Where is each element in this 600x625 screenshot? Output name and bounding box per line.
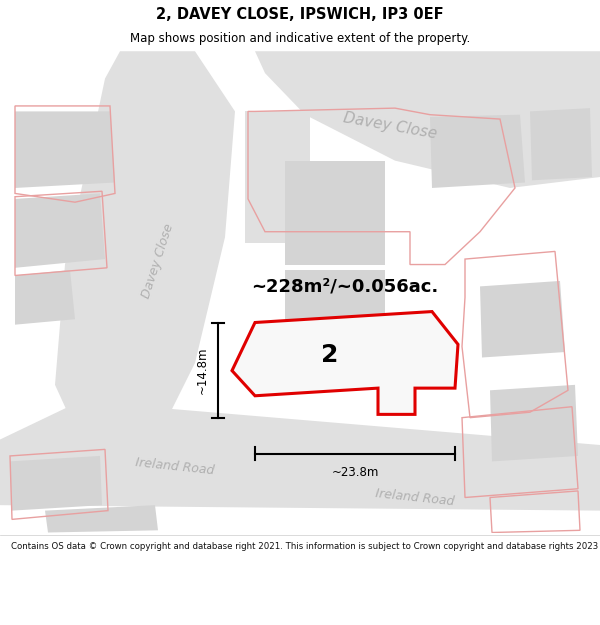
Text: 2: 2 (322, 343, 338, 367)
Polygon shape (0, 401, 600, 511)
Text: Map shows position and indicative extent of the property.: Map shows position and indicative extent… (130, 32, 470, 45)
Polygon shape (15, 270, 75, 325)
Text: Ireland Road: Ireland Road (375, 487, 455, 508)
Polygon shape (480, 281, 565, 357)
Polygon shape (45, 505, 158, 532)
Text: ~23.8m: ~23.8m (331, 466, 379, 479)
Text: Davey Close: Davey Close (342, 110, 438, 141)
Text: ~14.8m: ~14.8m (196, 346, 209, 394)
Polygon shape (55, 51, 235, 439)
Text: Contains OS data © Crown copyright and database right 2021. This information is : Contains OS data © Crown copyright and d… (11, 542, 600, 551)
Polygon shape (430, 115, 525, 188)
Polygon shape (10, 456, 102, 511)
Polygon shape (285, 270, 385, 341)
Polygon shape (255, 51, 600, 188)
Polygon shape (245, 111, 310, 242)
Text: 2, DAVEY CLOSE, IPSWICH, IP3 0EF: 2, DAVEY CLOSE, IPSWICH, IP3 0EF (156, 7, 444, 22)
Text: Ireland Road: Ireland Road (135, 456, 215, 478)
Polygon shape (530, 108, 592, 180)
Polygon shape (285, 161, 385, 264)
Polygon shape (490, 385, 578, 461)
Text: ~228m²/~0.056ac.: ~228m²/~0.056ac. (251, 278, 439, 296)
Polygon shape (15, 194, 105, 268)
Polygon shape (15, 111, 115, 188)
Polygon shape (232, 311, 458, 414)
Text: Davey Close: Davey Close (140, 222, 176, 300)
